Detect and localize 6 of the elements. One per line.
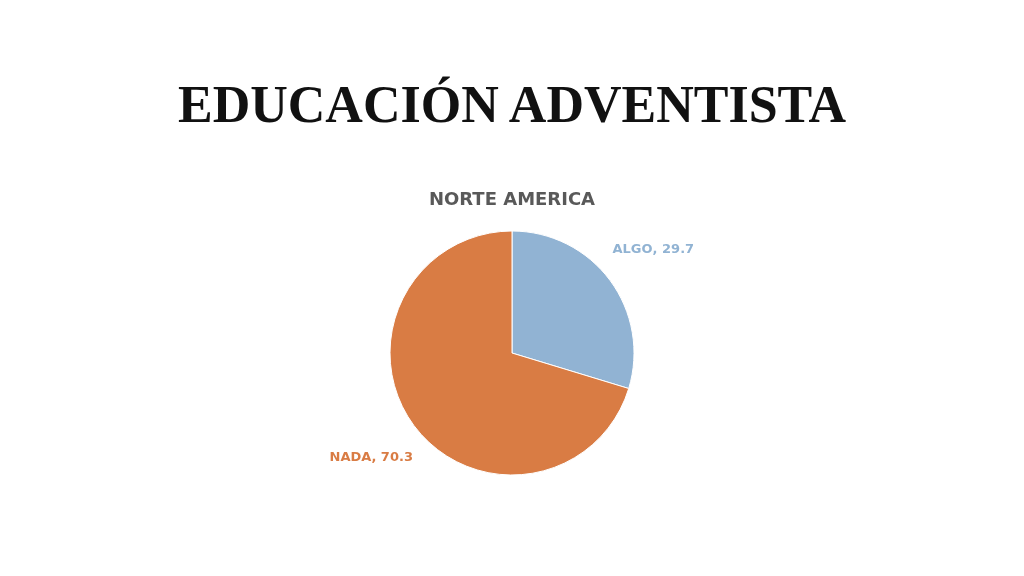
- slice-label: NADA: [329, 449, 372, 465]
- chart-subtitle: NORTE AMERICA: [428, 188, 596, 209]
- data-label: , 70.3: [371, 449, 413, 465]
- data-label: , 29.7: [652, 240, 695, 256]
- chart-title: EDUCACIÓN ADVENTISTA: [178, 76, 847, 133]
- slice-label: ALGO: [612, 240, 653, 256]
